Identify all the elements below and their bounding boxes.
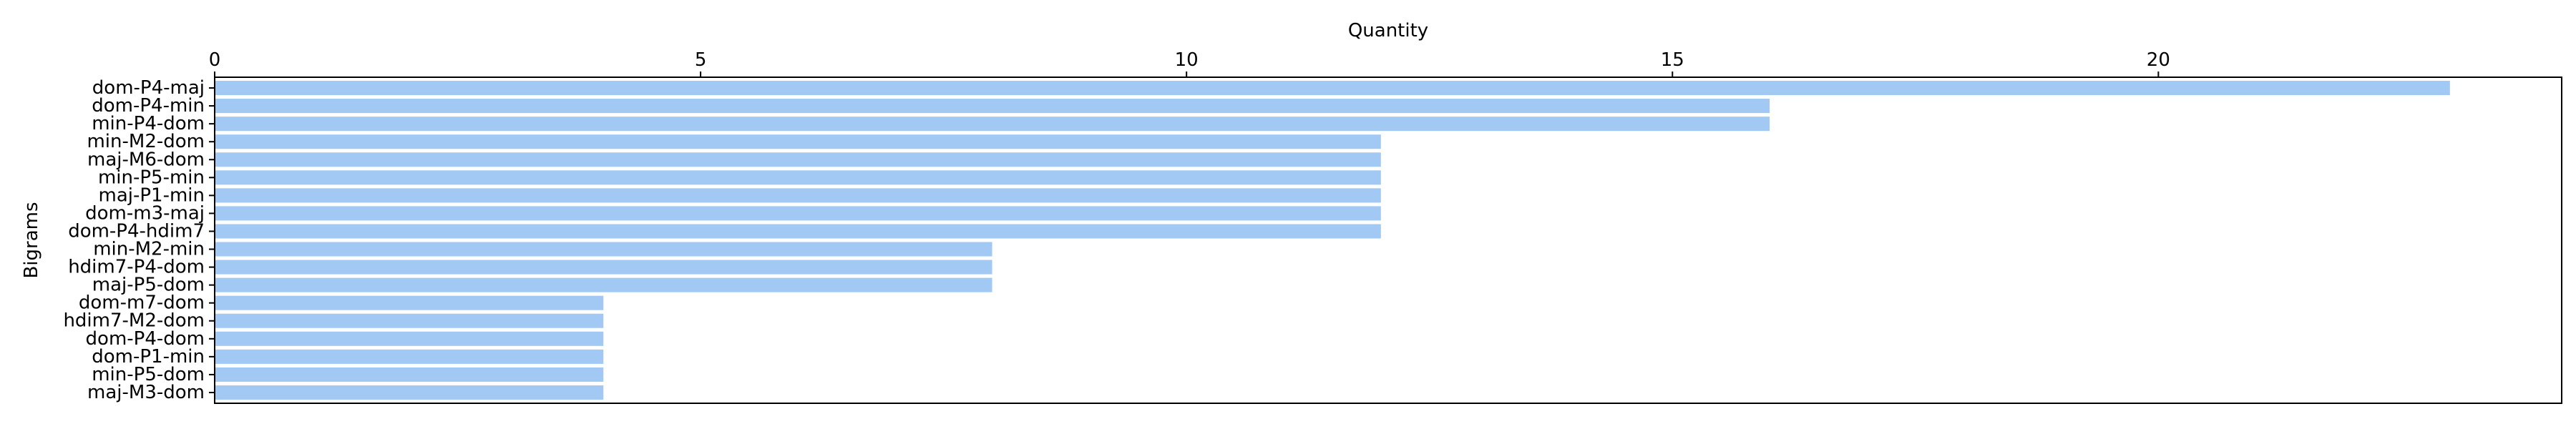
y-tick-label: dom-P1-min bbox=[92, 346, 205, 368]
y-tick-label: maj-M6-dom bbox=[87, 149, 205, 170]
bar bbox=[215, 170, 1381, 185]
x-tick-label: 0 bbox=[209, 49, 221, 71]
y-tick-label: min-P4-dom bbox=[92, 113, 205, 134]
y-tick-label: hdim7-P4-dom bbox=[68, 257, 205, 278]
x-tick-label: 10 bbox=[1175, 49, 1199, 71]
bar bbox=[215, 99, 1770, 114]
y-tick-label: hdim7-M2-dom bbox=[63, 310, 205, 332]
plot-frame bbox=[214, 77, 2562, 404]
y-tick-label: dom-m3-maj bbox=[85, 202, 205, 224]
bar bbox=[215, 134, 1381, 149]
bar bbox=[215, 242, 992, 257]
y-tick-label: dom-P4-hdim7 bbox=[68, 220, 205, 242]
y-tick-label: dom-m7-dom bbox=[79, 292, 205, 314]
bar bbox=[215, 81, 2450, 96]
x-tick-label: 15 bbox=[1661, 49, 1684, 71]
y-tick-label: min-P5-min bbox=[98, 167, 205, 188]
y-tick-label: maj-M3-dom bbox=[87, 382, 205, 403]
bar bbox=[215, 206, 1381, 221]
y-axis-title: Bigrams bbox=[21, 202, 42, 278]
x-axis: 0 5 10 15 20 bbox=[209, 49, 2170, 77]
bar bbox=[215, 117, 1770, 132]
bar bbox=[215, 295, 604, 310]
y-tick-label: dom-P4-min bbox=[92, 95, 205, 117]
bar bbox=[215, 385, 604, 400]
y-tick-label: min-M2-dom bbox=[87, 131, 205, 152]
x-axis-title: Quantity bbox=[1348, 20, 1428, 41]
y-tick-label: maj-P5-dom bbox=[92, 275, 205, 296]
y-tick-label: dom-P4-dom bbox=[86, 328, 205, 350]
y-tick-label: min-M2-min bbox=[93, 239, 205, 260]
bar bbox=[215, 367, 604, 382]
bar bbox=[215, 152, 1381, 167]
bar bbox=[215, 260, 992, 275]
x-tick-label: 5 bbox=[695, 49, 707, 71]
y-tick-label: maj-P1-min bbox=[99, 184, 205, 206]
bars-layer bbox=[215, 81, 2450, 400]
bar bbox=[215, 277, 992, 292]
bar bbox=[215, 224, 1381, 239]
y-tick-label: dom-P4-maj bbox=[92, 77, 205, 99]
x-tick-label: 20 bbox=[2147, 49, 2170, 71]
bar bbox=[215, 349, 604, 364]
y-tick-label: min-P5-dom bbox=[92, 364, 205, 385]
bar bbox=[215, 313, 604, 328]
bar bbox=[215, 188, 1381, 203]
bar bbox=[215, 331, 604, 346]
y-axis: dom-P4-majdom-P4-minmin-P4-dommin-M2-dom… bbox=[63, 77, 215, 403]
